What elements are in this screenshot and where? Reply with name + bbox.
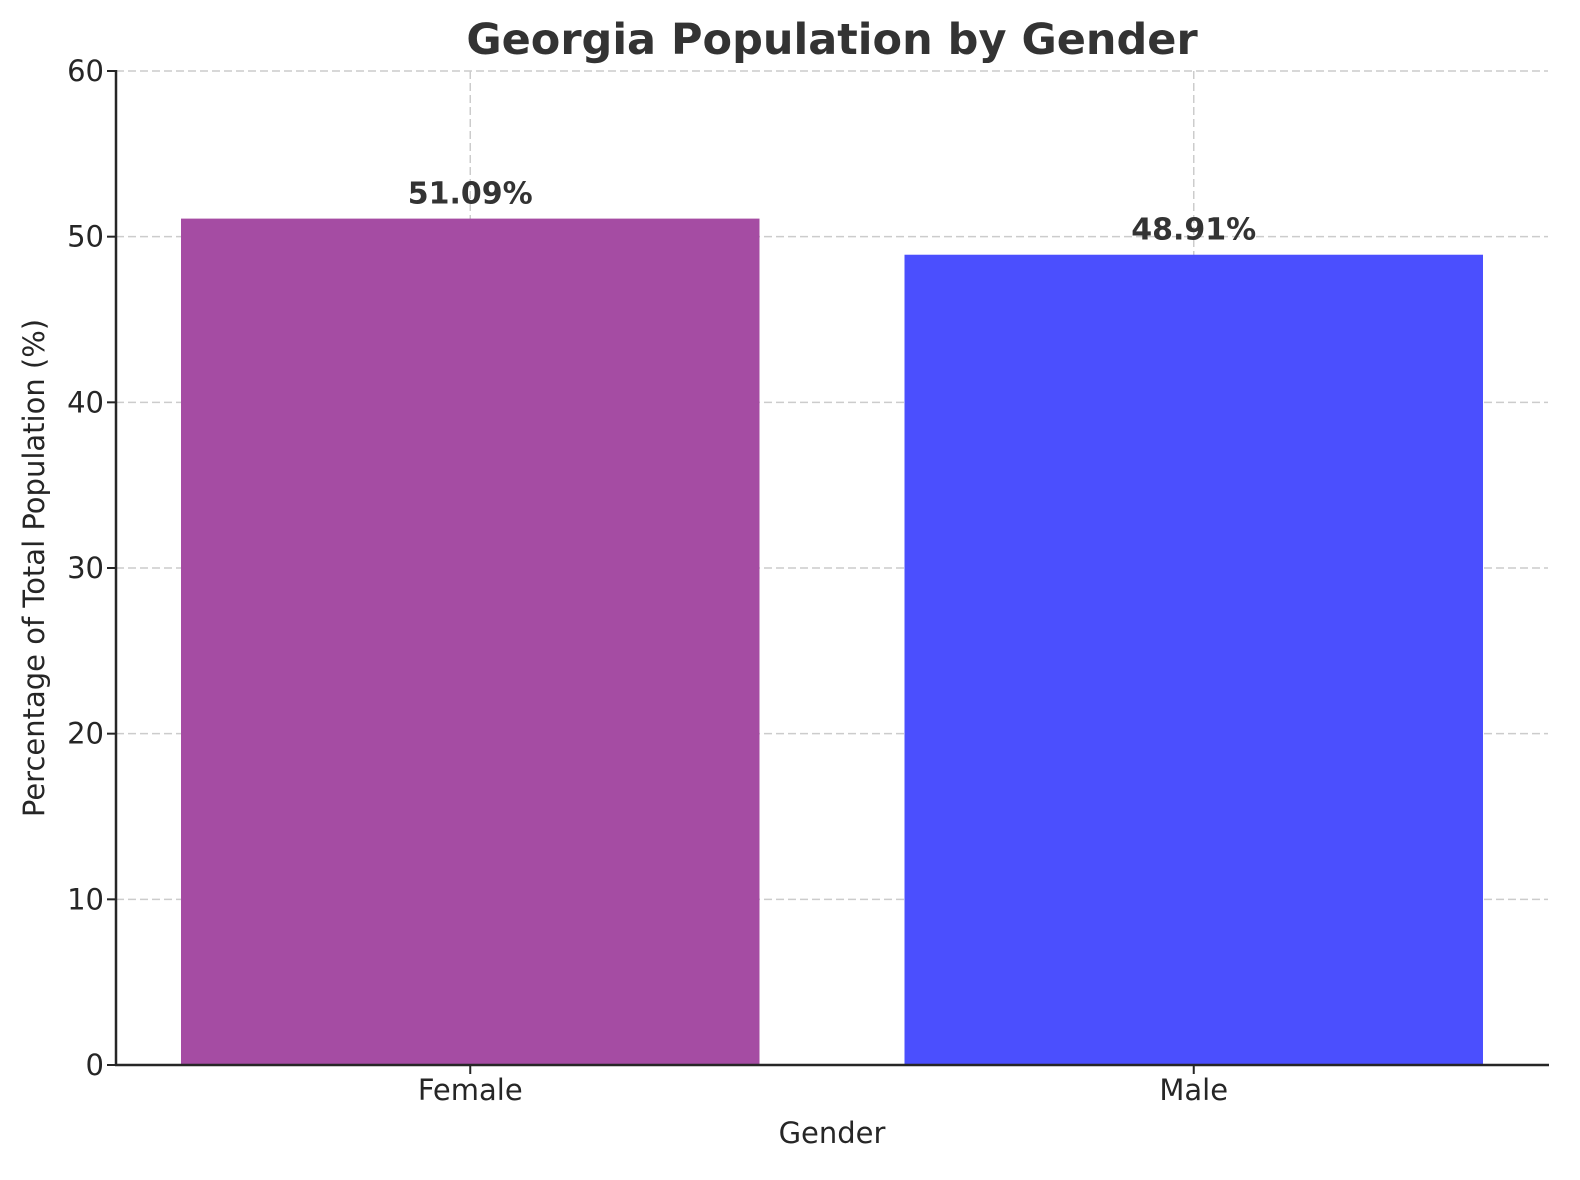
y-tick-label: 40 bbox=[67, 385, 104, 419]
x-axis-label: Gender bbox=[779, 1116, 886, 1150]
bar-value-label: 51.09% bbox=[408, 177, 533, 212]
chart-title: Georgia Population by Gender bbox=[466, 15, 1198, 65]
x-tick-label: Male bbox=[1159, 1073, 1228, 1107]
y-tick-label: 60 bbox=[67, 54, 104, 88]
y-tick-label: 0 bbox=[86, 1048, 104, 1082]
bar-value-label: 48.91% bbox=[1131, 213, 1256, 248]
y-tick-label: 20 bbox=[67, 717, 104, 751]
bar-female bbox=[181, 218, 760, 1065]
y-tick-label: 50 bbox=[67, 220, 104, 254]
y-tick-label: 10 bbox=[67, 882, 104, 916]
x-axis-ticks: Female Male bbox=[418, 1065, 1228, 1107]
x-tick-label: Female bbox=[418, 1073, 523, 1107]
y-axis-ticks: 0 10 20 30 40 50 60 bbox=[67, 54, 116, 1082]
bar-value-labels: 51.09% 48.91% bbox=[408, 177, 1256, 248]
y-axis-label: Percentage of Total Population (%) bbox=[17, 319, 51, 817]
bars bbox=[181, 218, 1483, 1065]
y-tick-label: 30 bbox=[67, 551, 104, 585]
bar-male bbox=[904, 254, 1483, 1065]
